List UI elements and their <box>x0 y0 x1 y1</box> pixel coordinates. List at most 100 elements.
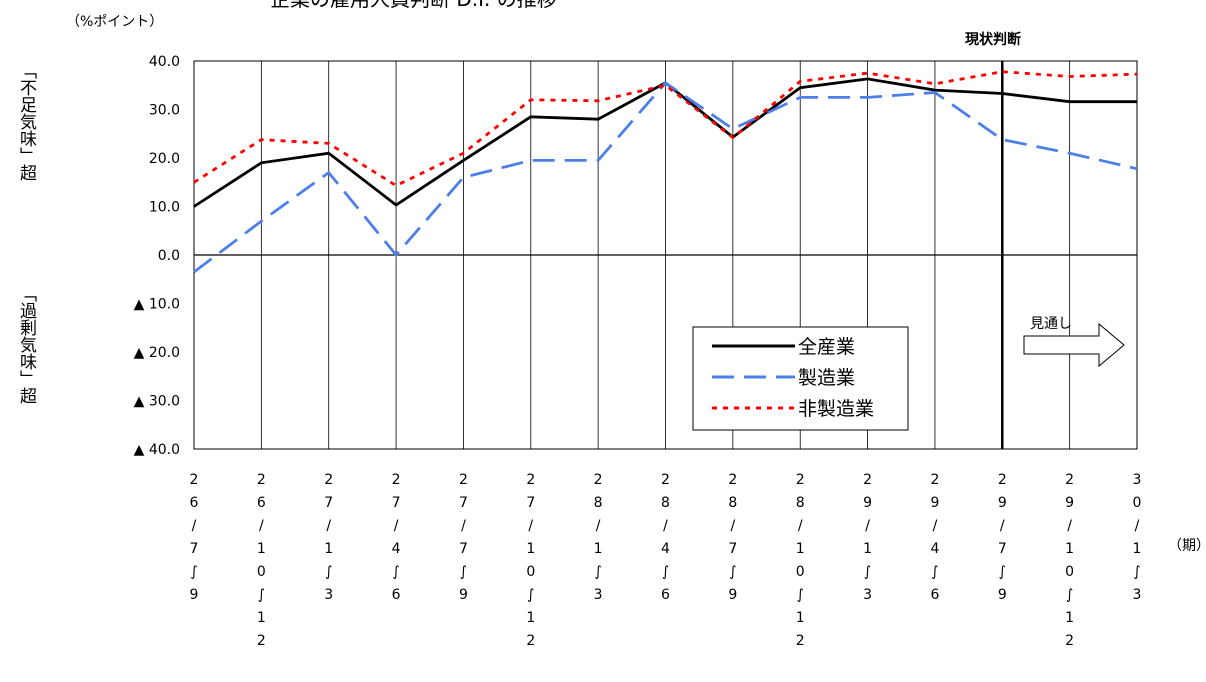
x-tick-label: 2 <box>661 472 670 488</box>
x-tick-label: 1 <box>1065 610 1074 626</box>
x-tick-label: 2 <box>728 472 737 488</box>
x-tick-label: 0 <box>1133 495 1142 511</box>
x-tick-label: ∫ <box>258 587 265 603</box>
x-tick-label: 4 <box>661 541 670 557</box>
x-tick-label: 0 <box>526 564 535 580</box>
x-tick-label: 2 <box>1065 472 1074 488</box>
x-tick-label: 7 <box>526 495 535 511</box>
x-tick-label: 1 <box>526 610 535 626</box>
x-tick-label: 2 <box>796 472 805 488</box>
x-tick-label: 1 <box>1133 541 1142 557</box>
x-tick-labels: 2 6 / 7 ∫ 9 2 6 / 1 0 ∫ 1 2 2 7 / 1 ∫ 3 2 7 / 4 ∫ 6 2 7 / 7 ∫ 9 2 7 / 1 0 ∫ 1 2… <box>190 472 1142 649</box>
x-tick-label: 9 <box>863 495 872 511</box>
x-tick-label: ∫ <box>1066 587 1073 603</box>
x-tick-label: 7 <box>728 541 737 557</box>
y-tick-label: 20.0 <box>149 151 180 167</box>
x-tick-label: ∫ <box>729 564 736 580</box>
x-tick-label: 6 <box>257 495 266 511</box>
x-tick-label: 1 <box>594 541 603 557</box>
x-tick-label: ∫ <box>797 587 804 603</box>
x-tick-label: 7 <box>459 495 468 511</box>
x-tick-label: 1 <box>526 541 535 557</box>
x-tick-label: ∫ <box>864 564 871 580</box>
x-tick-label: 2 <box>459 472 468 488</box>
x-tick-label: 2 <box>190 472 199 488</box>
x-tick-label: 2 <box>392 472 401 488</box>
x-tick-label: 7 <box>392 495 401 511</box>
x-tick-label: / <box>933 518 938 534</box>
x-tick-label: 7 <box>324 495 333 511</box>
x-tick-label: 1 <box>257 610 266 626</box>
y-label-positive: 「不足気味」超 <box>16 62 37 181</box>
legend-label: 全産業 <box>798 336 855 358</box>
y-tick-label: 30.0 <box>149 103 180 119</box>
y-tick-label: 0.0 <box>158 248 180 264</box>
x-tick-label: / <box>259 518 264 534</box>
x-tick-label: 8 <box>594 495 603 511</box>
x-tick-label: ∫ <box>1133 564 1140 580</box>
x-tick-label: ∫ <box>594 564 601 580</box>
series-lines <box>193 70 1138 274</box>
x-tick-label: 6 <box>661 587 670 603</box>
x-tick-label: 1 <box>257 541 266 557</box>
x-tick-label: / <box>596 518 601 534</box>
x-tick-label: 9 <box>728 587 737 603</box>
x-tick-label: 2 <box>998 472 1007 488</box>
x-tick-label: 9 <box>459 587 468 603</box>
x-tick-label: 2 <box>1065 633 1074 649</box>
x-tick-label: / <box>192 518 197 534</box>
x-tick-label: 2 <box>257 472 266 488</box>
x-tick-label: ∫ <box>325 564 332 580</box>
y-label-negative: 「過剰気味」超 <box>16 285 37 404</box>
y-unit-label: （%ポイント） <box>66 14 163 30</box>
x-tick-label: ∫ <box>662 564 669 580</box>
y-tick-label: ▲ 40.0 <box>134 442 180 458</box>
x-tick-label: 7 <box>459 541 468 557</box>
x-tick-label: / <box>730 518 735 534</box>
x-tick-label: / <box>1135 518 1140 534</box>
x-tick-label: 9 <box>190 587 199 603</box>
x-tick-label: 3 <box>1133 472 1142 488</box>
x-tick-label: 2 <box>324 472 333 488</box>
x-tick-label: 0 <box>257 564 266 580</box>
forecast-label: 見通し <box>1030 316 1072 332</box>
x-tick-label: 1 <box>863 541 872 557</box>
x-tick-label: 3 <box>863 587 872 603</box>
x-tick-label: 2 <box>930 472 939 488</box>
x-tick-label: / <box>663 518 668 534</box>
x-tick-label: / <box>326 518 331 534</box>
grid <box>193 60 1138 450</box>
x-tick-label: ∫ <box>527 587 534 603</box>
x-tick-label: 2 <box>796 633 805 649</box>
x-tick-label: / <box>798 518 803 534</box>
x-tick-label: 1 <box>324 541 333 557</box>
x-tick-label: 0 <box>1065 564 1074 580</box>
x-tick-label: 8 <box>661 495 670 511</box>
y-tick-label: ▲ 10.0 <box>134 297 180 313</box>
x-tick-label: 1 <box>1065 541 1074 557</box>
x-tick-label: / <box>1000 518 1005 534</box>
x-tick-label: 2 <box>863 472 872 488</box>
x-tick-label: ∫ <box>190 564 197 580</box>
x-tick-label: 7 <box>998 541 1007 557</box>
x-tick-label: 8 <box>796 495 805 511</box>
x-tick-label: 2 <box>526 472 535 488</box>
x-tick-label: 6 <box>930 587 939 603</box>
x-tick-label: ∫ <box>392 564 399 580</box>
title-fragment: 企業の雇用人員判断 D.I. の推移 <box>270 0 557 11</box>
y-tick-label: 10.0 <box>149 200 180 216</box>
x-tick-label: / <box>528 518 533 534</box>
y-tick-label: ▲ 20.0 <box>134 345 180 361</box>
x-tick-label: ∫ <box>460 564 467 580</box>
x-tick-label: / <box>865 518 870 534</box>
y-tick-label: ▲ 30.0 <box>134 394 180 410</box>
x-unit-label: （期） <box>1168 538 1206 554</box>
x-tick-label: 4 <box>392 541 401 557</box>
x-tick-label: 9 <box>930 495 939 511</box>
x-tick-label: 1 <box>796 610 805 626</box>
x-tick-label: 6 <box>190 495 199 511</box>
x-tick-label: 1 <box>796 541 805 557</box>
